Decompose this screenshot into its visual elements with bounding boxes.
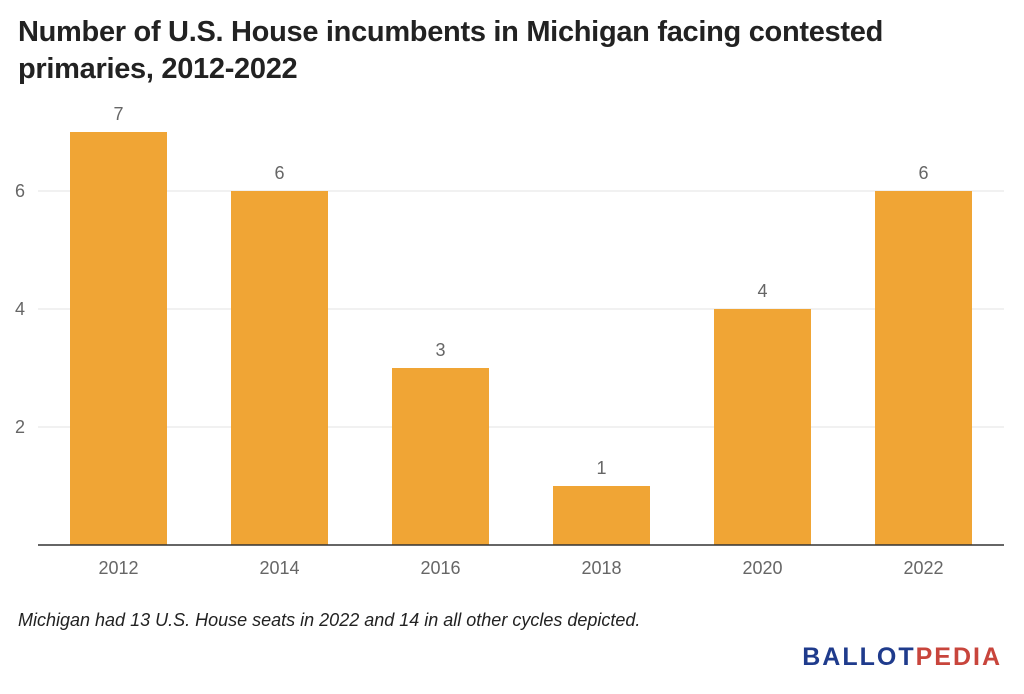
logo-text-ballot: BALLOT — [802, 643, 916, 671]
bar-2022 — [875, 191, 972, 545]
y-tick-label: 2 — [15, 417, 25, 437]
x-tick-label-2020: 2020 — [742, 558, 782, 578]
bar-2016 — [392, 368, 489, 545]
bar-2020 — [714, 309, 811, 545]
footnote: Michigan had 13 U.S. House seats in 2022… — [18, 610, 641, 630]
x-tick-label-2012: 2012 — [98, 558, 138, 578]
data-label-2016: 3 — [435, 340, 445, 360]
x-tick-label-2018: 2018 — [581, 558, 621, 578]
data-label-2020: 4 — [757, 281, 767, 301]
data-label-2018: 1 — [596, 458, 606, 478]
x-tick-label-2014: 2014 — [259, 558, 299, 578]
gridlines — [38, 190, 1004, 428]
chart-title: Number of U.S. House incumbents in Michi… — [18, 16, 883, 85]
data-labels: 7 6 3 1 4 6 — [113, 104, 928, 478]
data-label-2012: 7 — [113, 104, 123, 124]
data-label-2022: 6 — [918, 163, 928, 183]
bars — [70, 132, 972, 545]
x-axis-ticks: 2012 2014 2016 2018 2020 2022 — [98, 558, 943, 578]
logo-text-pedia: PEDIA — [915, 643, 1002, 671]
ballotpedia-logo: BALLOTPEDIA — [802, 643, 1002, 672]
x-tick-label-2022: 2022 — [903, 558, 943, 578]
bar-chart: 2 4 6 7 6 3 1 4 6 2012 2014 2016 2018 2020 2022 — [15, 104, 1004, 578]
y-axis-ticks: 2 4 6 — [15, 181, 25, 437]
y-tick-label: 6 — [15, 181, 25, 201]
x-tick-label-2016: 2016 — [420, 558, 460, 578]
bar-2018 — [553, 486, 650, 545]
data-label-2014: 6 — [274, 163, 284, 183]
y-tick-label: 4 — [15, 299, 25, 319]
bar-2014 — [231, 191, 328, 545]
bar-2012 — [70, 132, 167, 545]
